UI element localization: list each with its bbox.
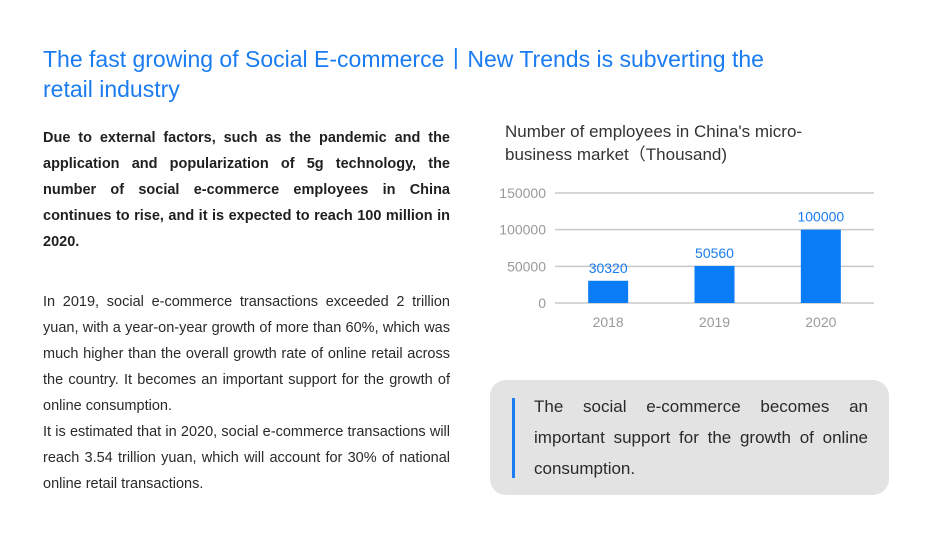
employees-bar-chart: 0 50000 100000 150000 30320 2018 50560 2019 1000… xyxy=(499,185,874,330)
page-title: The fast growing of Social E-commerce丨Ne… xyxy=(43,46,764,102)
y-tick-label: 50000 xyxy=(507,258,546,274)
y-tick-label: 150000 xyxy=(499,185,546,201)
callout-box: The social e-commerce becomes an importa… xyxy=(490,380,889,495)
intro-paragraph: Due to external factors, such as the pan… xyxy=(43,130,450,250)
bar-value-label: 30320 xyxy=(589,260,628,276)
transactions-paragraph: In 2019, social e-commerce transactions … xyxy=(43,294,450,414)
bar xyxy=(694,265,735,303)
bar-value-label: 50560 xyxy=(695,245,734,261)
bar xyxy=(800,229,841,303)
chart-title: Number of employees in China's micro-bus… xyxy=(505,122,803,164)
callout-text: The social e-commerce becomes an importa… xyxy=(534,397,868,478)
bar-value-label: 100000 xyxy=(797,209,844,225)
x-tick-label: 2019 xyxy=(699,314,730,330)
y-tick-label: 100000 xyxy=(499,222,546,238)
bar xyxy=(588,280,629,303)
y-tick-label: 0 xyxy=(538,295,546,311)
estimate-paragraph: It is estimated that in 2020, social e-c… xyxy=(43,424,450,492)
x-tick-label: 2018 xyxy=(593,314,624,330)
x-tick-label: 2020 xyxy=(805,314,836,330)
callout-accent-bar xyxy=(512,398,515,478)
